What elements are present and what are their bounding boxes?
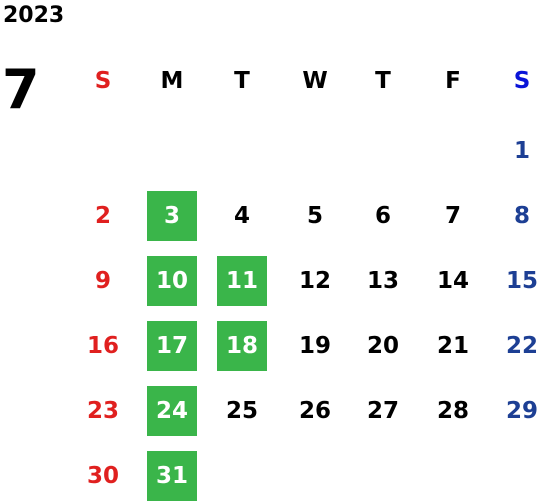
weekday-label: M: [160, 68, 184, 94]
weekday-label: T: [375, 68, 391, 94]
weekday-label: T: [234, 68, 250, 94]
day: 12: [298, 268, 331, 294]
day: 15: [505, 268, 538, 294]
highlighted-day: 18: [217, 321, 267, 371]
highlighted-day: 24: [147, 386, 197, 436]
weekday-label: W: [302, 68, 328, 94]
day: 25: [225, 398, 258, 424]
day: 21: [436, 333, 469, 359]
day: 13: [366, 268, 399, 294]
day: 9: [94, 268, 111, 294]
day: 7: [444, 203, 461, 229]
day: 4: [233, 203, 250, 229]
day: 20: [366, 333, 399, 359]
day: 22: [505, 333, 538, 359]
day: 26: [298, 398, 331, 424]
day: 29: [505, 398, 538, 424]
day: 2: [94, 203, 111, 229]
day: 5: [306, 203, 323, 229]
weekday-label: S: [513, 68, 531, 94]
day: 30: [86, 463, 119, 489]
day: 23: [86, 398, 119, 424]
highlighted-day: 3: [147, 191, 197, 241]
day: 19: [298, 333, 331, 359]
day: 6: [374, 203, 391, 229]
day: 27: [366, 398, 399, 424]
year: 2023: [3, 3, 65, 28]
day: 16: [86, 333, 119, 359]
highlighted-day: 11: [217, 256, 267, 306]
day: 8: [513, 203, 530, 229]
weekday-label: F: [445, 68, 461, 94]
day: 1: [513, 138, 530, 164]
month: 7: [2, 58, 40, 121]
day: 14: [436, 268, 469, 294]
weekday-label: S: [94, 68, 112, 94]
day: 28: [436, 398, 469, 424]
highlighted-day: 17: [147, 321, 197, 371]
highlighted-day: 31: [147, 451, 197, 501]
highlighted-day: 10: [147, 256, 197, 306]
